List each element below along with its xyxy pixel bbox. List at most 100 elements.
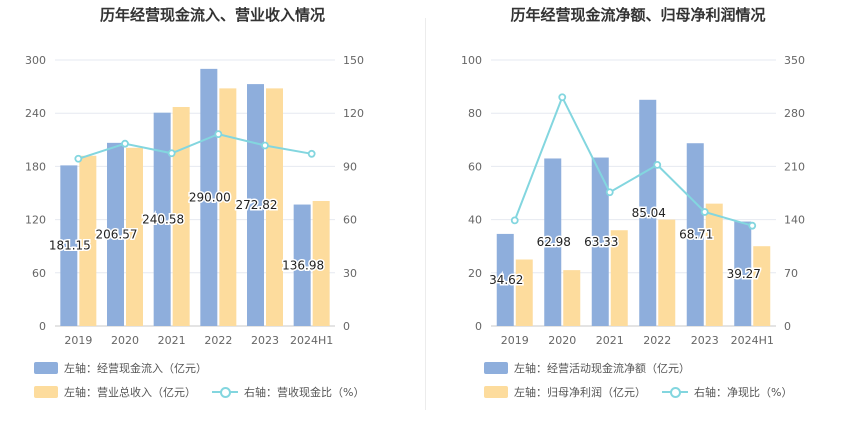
ratio-point <box>510 216 519 225</box>
left-axis-tick-label: 180 <box>25 160 46 173</box>
bar-secondary <box>610 230 628 326</box>
ratio-point <box>74 154 83 163</box>
left-axis-tick-label: 120 <box>25 214 46 227</box>
right-axis-tick-label: 30 <box>343 267 357 280</box>
legend-swatch-orange <box>34 386 58 398</box>
bar-value-label: 68.71 <box>679 228 713 242</box>
bar-value-label: 290.00 <box>189 190 231 204</box>
left-axis-tick-label: 240 <box>25 107 46 120</box>
right-axis-tick-label: 280 <box>784 107 805 120</box>
x-axis-tick-label: 2021 <box>596 334 624 347</box>
bar-primary <box>153 112 171 326</box>
bar-secondary <box>126 147 143 326</box>
right-axis-tick-label: 90 <box>343 160 357 173</box>
x-axis-tick-label: 2024H1 <box>731 334 774 347</box>
ratio-point <box>558 93 567 102</box>
right-axis-tick-label: 0 <box>784 320 791 333</box>
ratio-point <box>261 141 269 150</box>
bar-value-label: 240.58 <box>142 212 184 226</box>
x-axis-tick-label: 2019 <box>64 334 92 347</box>
bar-primary <box>200 68 218 326</box>
left-axis-tick-label: 0 <box>475 320 482 333</box>
left-legend-item-revenue[interactable]: 左轴：营业总收入（亿元） <box>34 384 196 400</box>
right-chart-plot: 0 0 20 70 40 140 60 210 80 280 100 350 2019 2020 2021 2… <box>461 54 805 347</box>
bar-secondary <box>515 259 533 326</box>
right-chart-panel: 历年经营现金流净额、归母净利润情况 0 0 20 70 40 140 60 210 80 280 1… <box>426 0 850 437</box>
legend-swatch-blue <box>484 362 508 374</box>
ratio-point <box>214 130 223 139</box>
x-axis-tick-label: 2021 <box>158 334 186 347</box>
left-legend-item-ratio[interactable]: 右轴：营收现金比（%） <box>212 384 364 400</box>
left-chart-title: 历年经营现金流入、营业收入情况 <box>99 6 325 24</box>
left-legend-item-inflow[interactable]: 左轴：经营现金流入（亿元） <box>34 360 207 376</box>
bar-secondary <box>172 106 190 326</box>
legend-label: 左轴：归母净利润（亿元） <box>514 386 646 399</box>
right-legend-item-netflow[interactable]: 左轴：经营活动现金流净额（亿元） <box>484 360 690 376</box>
bar-primary <box>107 142 124 326</box>
legend-swatch-blue <box>34 362 58 374</box>
right-axis-tick-label: 60 <box>343 214 357 227</box>
left-axis-tick-label: 0 <box>39 320 46 333</box>
bar-value-label: 206.57 <box>96 227 138 241</box>
right-legend-item-ratio[interactable]: 右轴：净现比（%） <box>662 384 792 400</box>
legend-label: 左轴：营业总收入（亿元） <box>64 386 196 399</box>
bar-value-label: 181.15 <box>49 239 91 253</box>
right-axis-tick-label: 120 <box>343 107 364 120</box>
right-chart-title: 历年经营现金流净额、归母净利润情况 <box>510 6 766 24</box>
legend-line-marker-icon <box>662 386 688 398</box>
ratio-line <box>513 94 753 227</box>
right-axis-tick-label: 0 <box>343 320 350 333</box>
bar-secondary <box>658 219 676 326</box>
right-legend-row-2: 左轴：归母净利润（亿元） 右轴：净现比（%） <box>484 384 808 400</box>
bar-primary <box>293 204 311 326</box>
bar-value-label: 63.33 <box>584 235 618 249</box>
ratio-point <box>653 160 662 169</box>
panel-divider <box>425 18 426 410</box>
left-chart-plot: 0 0 60 30 120 60 180 90 240 120 300 150 2019 2020 2021… <box>25 54 364 347</box>
left-axis-tick-label: 60 <box>32 267 46 280</box>
x-axis-tick-label: 2022 <box>643 334 671 347</box>
x-axis-tick-label: 2019 <box>501 334 529 347</box>
left-axis-tick-label: 80 <box>468 107 482 120</box>
bar-value-label: 272.82 <box>236 198 278 212</box>
legend-label: 右轴：净现比（%） <box>694 386 793 399</box>
legend-label: 右轴：营收现金比（%） <box>244 386 365 399</box>
right-legend-item-profit[interactable]: 左轴：归母净利润（亿元） <box>484 384 646 400</box>
ratio-point <box>748 221 757 230</box>
bar-secondary <box>219 88 237 326</box>
right-axis-tick-label: 210 <box>784 160 805 173</box>
left-axis-tick-label: 60 <box>468 160 482 173</box>
bar-secondary <box>79 155 97 326</box>
legend-label: 左轴：经营活动现金流净额（亿元） <box>514 362 690 375</box>
bar-secondary <box>312 200 330 326</box>
bar-value-label: 85.04 <box>632 206 666 220</box>
x-axis-tick-label: 2022 <box>204 334 232 347</box>
bar-primary <box>544 158 562 326</box>
bar-primary <box>591 157 609 326</box>
ratio-line <box>78 133 312 160</box>
left-legend-row-2: 左轴：营业总收入（亿元） 右轴：营收现金比（%） <box>34 384 380 400</box>
bar-primary <box>686 143 704 326</box>
bar-primary <box>60 165 78 326</box>
legend-swatch-orange <box>484 386 508 398</box>
right-axis-tick-label: 70 <box>784 267 798 280</box>
x-axis-tick-label: 2023 <box>251 334 279 347</box>
right-axis-tick-label: 140 <box>784 214 805 227</box>
left-legend-row-1: 左轴：经营现金流入（亿元） <box>34 360 223 376</box>
left-axis-tick-label: 20 <box>468 267 482 280</box>
ratio-point <box>167 149 176 158</box>
legend-line-marker-icon <box>212 386 238 398</box>
left-axis-tick-label: 40 <box>468 214 482 227</box>
x-axis-tick-label: 2020 <box>111 334 139 347</box>
x-axis-tick-label: 2020 <box>548 334 576 347</box>
bar-primary <box>496 233 514 326</box>
bar-secondary <box>563 270 581 326</box>
ratio-point <box>121 139 129 148</box>
right-legend-row-1: 左轴：经营活动现金流净额（亿元） <box>484 360 706 376</box>
bar-value-label: 39.27 <box>727 267 761 281</box>
bar-secondary <box>753 246 771 326</box>
bar-value-label: 34.62 <box>489 273 523 287</box>
bar-primary <box>734 221 752 326</box>
left-axis-tick-label: 300 <box>25 54 46 67</box>
bar-primary <box>639 99 657 326</box>
